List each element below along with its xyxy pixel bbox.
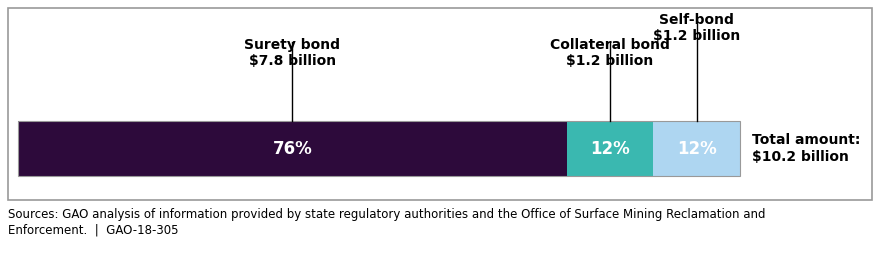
Text: 12%: 12% <box>590 139 630 158</box>
Text: 12%: 12% <box>677 139 716 158</box>
Text: Surety bond
$7.8 billion: Surety bond $7.8 billion <box>245 38 341 68</box>
Bar <box>653 121 740 176</box>
Bar <box>8 8 872 200</box>
Bar <box>18 121 740 176</box>
Text: 76%: 76% <box>273 139 312 158</box>
Text: Collateral bond
$1.2 billion: Collateral bond $1.2 billion <box>550 38 670 68</box>
Text: Total amount:
$10.2 billion: Total amount: $10.2 billion <box>752 133 861 164</box>
Text: Sources: GAO analysis of information provided by state regulatory authorities an: Sources: GAO analysis of information pro… <box>8 208 766 236</box>
Bar <box>18 121 567 176</box>
Text: Self-bond
$1.2 billion: Self-bond $1.2 billion <box>653 13 740 43</box>
Bar <box>567 121 653 176</box>
